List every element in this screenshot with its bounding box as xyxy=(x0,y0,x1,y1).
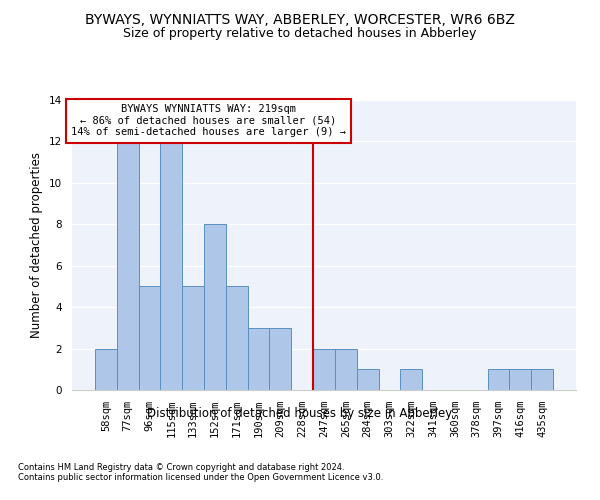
Bar xyxy=(204,224,226,390)
Bar xyxy=(160,142,182,390)
Y-axis label: Number of detached properties: Number of detached properties xyxy=(31,152,43,338)
Bar xyxy=(226,286,248,390)
Bar xyxy=(509,370,531,390)
Bar xyxy=(488,370,509,390)
Bar xyxy=(531,370,553,390)
Bar xyxy=(313,348,335,390)
Text: BYWAYS, WYNNIATTS WAY, ABBERLEY, WORCESTER, WR6 6BZ: BYWAYS, WYNNIATTS WAY, ABBERLEY, WORCEST… xyxy=(85,12,515,26)
Text: Size of property relative to detached houses in Abberley: Size of property relative to detached ho… xyxy=(124,28,476,40)
Bar xyxy=(335,348,357,390)
Bar xyxy=(117,142,139,390)
Bar xyxy=(400,370,422,390)
Text: Distribution of detached houses by size in Abberley: Distribution of detached houses by size … xyxy=(148,408,452,420)
Text: Contains HM Land Registry data © Crown copyright and database right 2024.
Contai: Contains HM Land Registry data © Crown c… xyxy=(18,462,383,482)
Bar xyxy=(139,286,160,390)
Bar xyxy=(269,328,291,390)
Text: BYWAYS WYNNIATTS WAY: 219sqm
← 86% of detached houses are smaller (54)
14% of se: BYWAYS WYNNIATTS WAY: 219sqm ← 86% of de… xyxy=(71,104,346,138)
Bar xyxy=(95,348,117,390)
Bar xyxy=(357,370,379,390)
Bar xyxy=(248,328,269,390)
Bar xyxy=(182,286,204,390)
